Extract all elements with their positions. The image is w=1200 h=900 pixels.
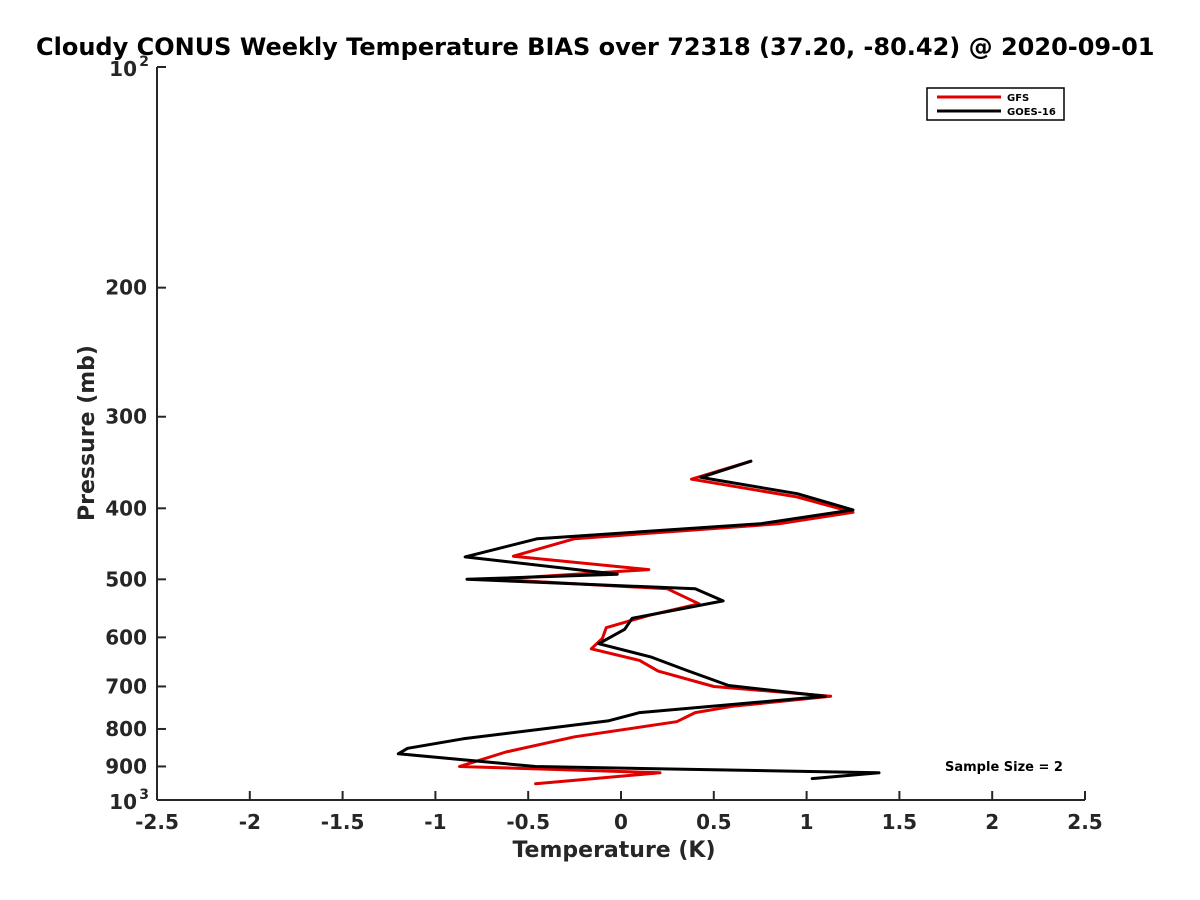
x-tick-label: 0.5 (696, 810, 731, 834)
y-tick-label: 10 (109, 790, 137, 814)
x-tick-label: -0.5 (506, 810, 550, 834)
x-tick-label: -2 (239, 810, 261, 834)
y-tick-label: 300 (105, 405, 147, 429)
series-line-gfs (458, 459, 855, 786)
legend-label-gfs: GFS (1007, 93, 1029, 104)
x-axis-label: Temperature (K) (512, 838, 715, 863)
y-tick-label: 500 (105, 567, 147, 591)
y-tick-label: 900 (105, 754, 147, 778)
axes (156, 67, 1085, 801)
y-tick-exponent: 2 (139, 54, 149, 70)
series-group (396, 459, 881, 786)
y-axis-label: Pressure (mb) (75, 345, 100, 521)
legend-label-goes16: GOES-16 (1007, 107, 1056, 118)
chart-title: Cloudy CONUS Weekly Temperature BIAS ove… (36, 33, 1154, 61)
legend: GFS GOES-16 (926, 87, 1065, 121)
x-tick-label: -1.5 (321, 810, 365, 834)
y-tick-label: 600 (105, 625, 147, 649)
x-tick-label: 2 (985, 810, 999, 834)
y-tick-exponent: 3 (139, 787, 149, 803)
y-tick-label: 800 (105, 717, 147, 741)
series-line-goes16 (396, 459, 881, 781)
sample-size-annotation: Sample Size = 2 (945, 760, 1063, 775)
x-tick-label: 2.5 (1067, 810, 1102, 834)
y-tick-label: 400 (105, 496, 147, 520)
x-tick-label: 0 (614, 810, 628, 834)
legend-box (926, 87, 1065, 121)
y-tick-label: 200 (105, 276, 147, 300)
x-ticks: -2.5 -2 -1.5 -1 -0.5 0 0.5 1 1.5 2 2.5 (135, 791, 1103, 834)
y-tick-label: 700 (105, 674, 147, 698)
x-tick-label: -1 (424, 810, 446, 834)
x-tick-label: 1.5 (882, 810, 917, 834)
x-tick-label: -2.5 (135, 810, 179, 834)
y-tick-label: 10 (109, 57, 137, 81)
x-tick-label: 1 (800, 810, 814, 834)
